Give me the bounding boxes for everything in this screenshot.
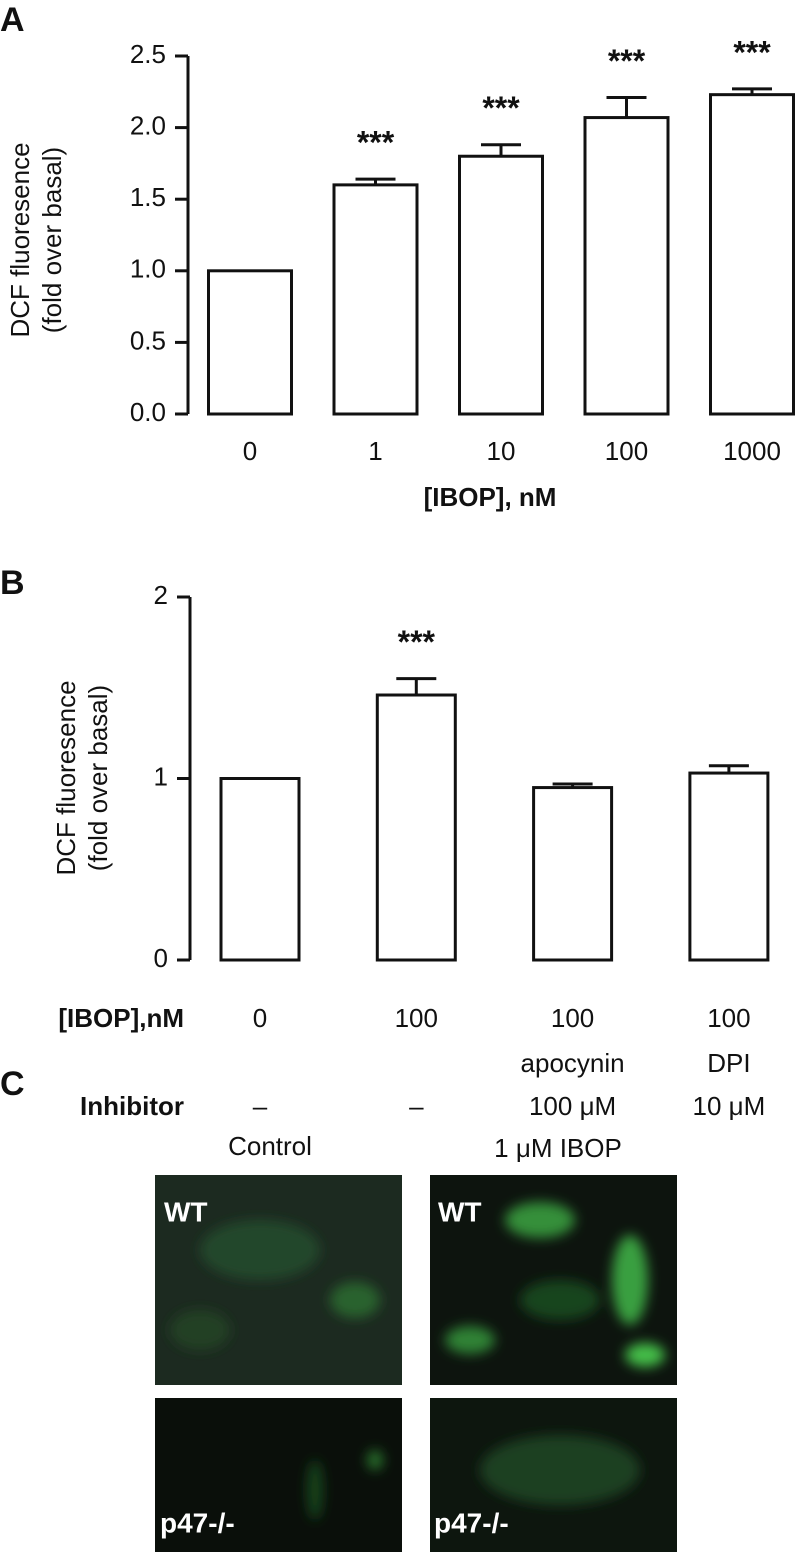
panel-letter: B: [0, 564, 25, 602]
row-label: Inhibitor: [80, 1091, 184, 1121]
inhibitor-label: apocynin: [521, 1048, 625, 1078]
bar: [709, 93, 795, 416]
bar: [207, 269, 293, 416]
bar: [332, 183, 419, 416]
fluorescence: [480, 1435, 640, 1505]
bar: [688, 771, 770, 962]
x-tick-label: 10: [487, 436, 516, 466]
bar: [583, 116, 670, 416]
column-header: 1 μM IBOP: [494, 1133, 622, 1163]
y-axis-label: DCF fluoresence: [51, 680, 81, 875]
y-axis-label: DCF fluoresence: [5, 142, 35, 337]
panel-letter: C: [0, 1065, 25, 1103]
inhibitor-label: 10 μM: [693, 1091, 766, 1121]
x-tick-label: 0: [243, 436, 257, 466]
inhibitor-label: 100 μM: [529, 1091, 616, 1121]
y-tick-label: 1.5: [130, 182, 166, 212]
y-tick-label: 2: [154, 580, 168, 610]
bar: [458, 154, 544, 416]
x-tick-label: 0: [253, 1003, 267, 1033]
image-label: p47-/-: [434, 1507, 509, 1538]
column-header: Control: [228, 1131, 312, 1161]
row-label: [IBOP],nM: [58, 1003, 184, 1033]
bar: [532, 786, 614, 962]
panel-letter: A: [0, 1, 25, 39]
bar: [219, 777, 301, 962]
x-axis-label: [IBOP], nM: [424, 482, 557, 512]
bar: [375, 693, 457, 962]
y-tick-label: 1: [154, 761, 168, 791]
y-tick-label: 0: [154, 943, 168, 973]
fluorescence: [307, 1450, 383, 1520]
y-axis-label: (fold over basal): [37, 147, 67, 333]
significance: ***: [398, 624, 436, 660]
y-tick-label: 2.5: [130, 39, 166, 69]
micrograph: [155, 1175, 402, 1385]
y-tick-label: 0.0: [130, 397, 166, 427]
significance: ***: [357, 125, 395, 161]
x-tick-label: 100: [605, 436, 648, 466]
x-tick-label: 100: [395, 1003, 438, 1033]
image-label: WT: [438, 1196, 482, 1227]
image-label: p47-/-: [160, 1507, 235, 1538]
significance: ***: [482, 90, 520, 126]
x-tick-label: 100: [551, 1003, 594, 1033]
y-axis-label: (fold over basal): [83, 685, 113, 871]
significance: ***: [608, 43, 646, 79]
y-tick-label: 0.5: [130, 325, 166, 355]
x-tick-label: 1: [368, 436, 382, 466]
micrograph: [155, 1398, 402, 1552]
x-tick-label: 100: [707, 1003, 750, 1033]
x-tick-label: 1000: [723, 436, 781, 466]
y-tick-label: 1.0: [130, 254, 166, 284]
significance: ***: [733, 34, 771, 70]
panel-c: C Control 1 μM IBOP WT WT p47-/- p47-/-: [0, 1065, 677, 1552]
fluorescence: [445, 1202, 665, 1367]
inhibitor-label: DPI: [707, 1048, 750, 1078]
inhibitor-label: –: [409, 1091, 424, 1121]
fluorescence: [170, 1220, 380, 1350]
y-tick-label: 2.0: [130, 110, 166, 140]
image-label: WT: [164, 1196, 208, 1227]
inhibitor-label: –: [253, 1091, 268, 1121]
